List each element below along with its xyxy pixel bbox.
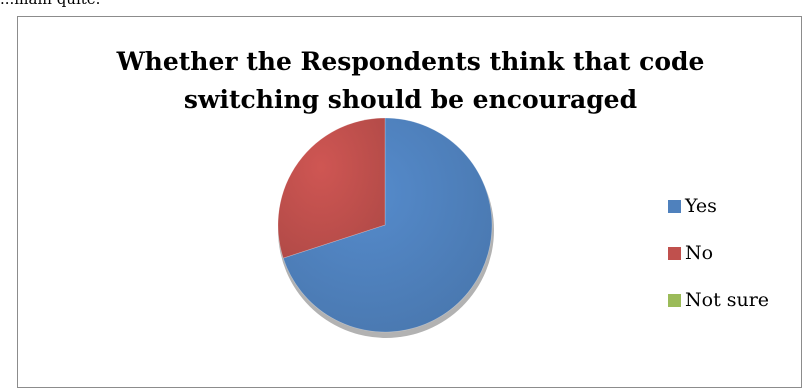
legend-swatch <box>668 199 681 213</box>
chart-title: Whether the Respondents think that code … <box>18 43 803 119</box>
legend-label: Not sure <box>685 289 770 311</box>
pie-chart <box>277 117 494 338</box>
pie-slice-yes <box>282 117 493 333</box>
legend-item-not-sure: Not sure <box>668 289 769 311</box>
legend-swatch <box>668 293 681 307</box>
legend-item-yes: Yes <box>668 195 717 217</box>
legend-label: No <box>685 242 714 264</box>
chart-title-line-2: switching should be encouraged <box>183 85 638 114</box>
legend-item-no: No <box>668 242 713 264</box>
legend-label: Yes <box>685 195 717 217</box>
pie-slice-no <box>277 117 386 259</box>
chart-title-line-1: Whether the Respondents think that code <box>116 47 705 76</box>
page-text-fragment: ...main quite. <box>0 0 100 8</box>
legend-swatch <box>668 246 681 260</box>
chart-frame: Whether the Respondents think that code … <box>17 16 802 388</box>
